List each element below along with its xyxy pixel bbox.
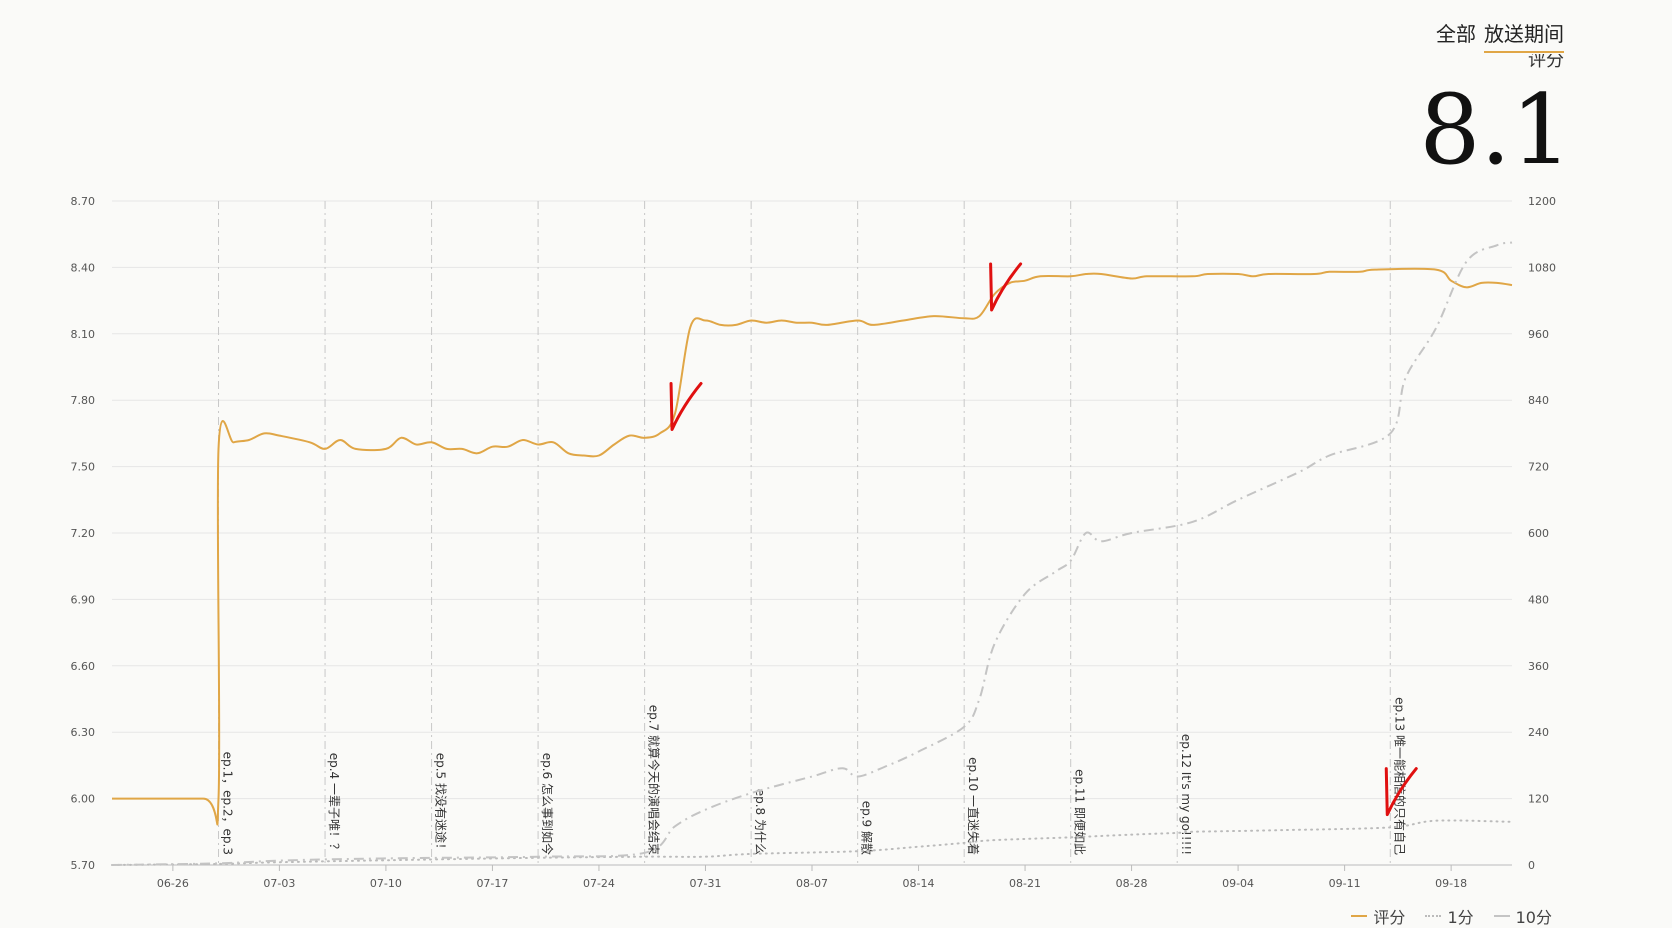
y-left-tick-label: 6.60 bbox=[71, 660, 96, 673]
x-tick-label: 09-18 bbox=[1435, 877, 1467, 890]
y-right-tick-label: 120 bbox=[1528, 793, 1549, 806]
episode-label: ep.6 怎么事到如今 bbox=[540, 753, 555, 855]
tab-all[interactable]: 全部 bbox=[1436, 22, 1476, 46]
x-tick-label: 07-24 bbox=[583, 877, 615, 890]
series-line-0 bbox=[112, 267, 1513, 826]
y-left-tick-label: 8.10 bbox=[71, 328, 96, 341]
legend-swatch-10 bbox=[1493, 915, 1510, 917]
y-right-tick-label: 840 bbox=[1528, 394, 1549, 407]
annotation-checkmark bbox=[669, 381, 703, 431]
y-left-tick-label: 6.90 bbox=[71, 593, 96, 606]
score-value: 8.1 bbox=[1419, 74, 1572, 186]
y-right-tick-label: 960 bbox=[1528, 328, 1549, 341]
legend-swatch-1 bbox=[1425, 915, 1442, 917]
episode-label: ep.4 一辈子唯！？ bbox=[327, 753, 341, 855]
y-left-tick-label: 7.50 bbox=[71, 461, 96, 474]
legend-label-10: 10分 bbox=[1515, 908, 1552, 927]
episode-label: ep.9 解散 bbox=[860, 801, 875, 855]
period-tabs: 全部 放送期间 bbox=[1436, 18, 1564, 53]
episode-label: ep.7 就算今天的演唱会结束 bbox=[647, 705, 662, 855]
x-tick-label: 06-26 bbox=[157, 877, 189, 890]
x-tick-label: 07-03 bbox=[263, 877, 295, 890]
x-tick-label: 09-11 bbox=[1329, 877, 1361, 890]
y-left-tick-label: 8.40 bbox=[71, 261, 96, 274]
y-right-tick-label: 720 bbox=[1528, 461, 1549, 474]
series-line-1 bbox=[111, 819, 1513, 866]
y-right-tick-label: 360 bbox=[1528, 660, 1549, 673]
y-left-tick-label: 7.80 bbox=[71, 394, 96, 407]
legend-item-10[interactable]: 10分 bbox=[1493, 904, 1552, 928]
x-tick-label: 08-07 bbox=[796, 877, 828, 890]
x-tick-label: 08-28 bbox=[1116, 877, 1148, 890]
tab-broadcast-period[interactable]: 放送期间 bbox=[1484, 18, 1564, 53]
y-right-tick-label: 0 bbox=[1528, 859, 1535, 872]
x-tick-label: 08-21 bbox=[1009, 877, 1041, 890]
y-right-tick-label: 480 bbox=[1528, 593, 1549, 606]
episode-label: ep.13 唯一能相信的只有自己 bbox=[1392, 697, 1407, 855]
y-left-tick-label: 7.20 bbox=[71, 527, 96, 540]
episode-label: ep.12 It's my go!!!!! bbox=[1179, 734, 1193, 855]
x-tick-label: 08-14 bbox=[903, 877, 935, 890]
episode-label: ep.8 为什么 bbox=[753, 789, 767, 855]
episode-label: ep.10 一直迷失着 bbox=[966, 757, 981, 855]
y-right-tick-label: 1200 bbox=[1528, 195, 1556, 208]
episode-label: ep.11 即便如此 bbox=[1073, 769, 1088, 855]
legend-label-score: 评分 bbox=[1373, 908, 1406, 927]
y-left-tick-label: 8.70 bbox=[71, 195, 96, 208]
legend-label-1: 1分 bbox=[1447, 908, 1474, 927]
legend-item-score[interactable]: 评分 bbox=[1351, 904, 1405, 928]
x-tick-label: 09-04 bbox=[1222, 877, 1254, 890]
x-tick-label: 07-17 bbox=[476, 877, 508, 890]
annotation-checkmark bbox=[1384, 767, 1418, 817]
x-tick-label: 07-31 bbox=[689, 877, 721, 890]
annotation-checkmark bbox=[989, 262, 1023, 312]
chart-legend: 评分 1分 10分 bbox=[1351, 904, 1552, 928]
x-tick-label: 07-10 bbox=[370, 877, 402, 890]
legend-swatch-score bbox=[1351, 915, 1368, 917]
episode-label: ep.1，ep.2，ep.3 bbox=[221, 752, 235, 855]
y-left-tick-label: 6.00 bbox=[71, 793, 96, 806]
y-right-tick-label: 1080 bbox=[1528, 261, 1556, 274]
episode-label: ep.5 找没有迷途！ bbox=[434, 753, 449, 855]
score-label: 评分 bbox=[1528, 54, 1564, 71]
series-line-2 bbox=[111, 241, 1513, 866]
y-left-tick-label: 6.30 bbox=[71, 726, 96, 739]
legend-item-1[interactable]: 1分 bbox=[1425, 904, 1474, 928]
y-right-tick-label: 600 bbox=[1528, 527, 1549, 540]
y-left-tick-label: 5.70 bbox=[71, 859, 96, 872]
y-right-tick-label: 240 bbox=[1528, 726, 1549, 739]
